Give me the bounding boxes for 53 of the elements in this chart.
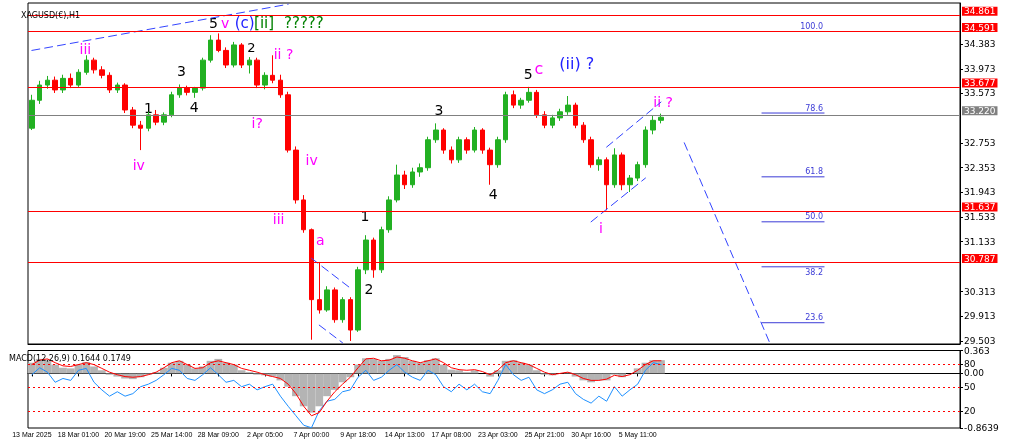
annotation: 61.8	[805, 167, 824, 177]
annotation: 50.0	[805, 212, 824, 222]
annotation: iii	[272, 211, 285, 227]
annotation: i	[599, 220, 603, 236]
annotation: 3	[434, 102, 444, 118]
ref-line-label: 33.220	[964, 105, 996, 116]
y-tick-label: 29.913	[964, 310, 996, 321]
y-tick-label: 31.133	[964, 236, 996, 247]
y-tick-label: -0.8639	[964, 423, 1000, 433]
ref-line-label: 34.861	[964, 6, 996, 17]
y2-tick-label: 50	[964, 382, 976, 393]
annotation: 2	[247, 39, 256, 55]
annotation: ii ?	[273, 46, 294, 62]
y-tick-label: 29.503	[964, 335, 996, 346]
annotation: 4	[488, 186, 498, 202]
ref-line-label: 34.591	[964, 22, 996, 33]
y-tick-label: 30.313	[964, 286, 996, 297]
ref-line-label: 30.787	[964, 253, 996, 264]
annotation: 5	[209, 15, 219, 31]
annotation: 4	[189, 99, 199, 115]
annotation: 5	[523, 66, 533, 82]
annotation: ?????	[283, 14, 324, 32]
y-tick-label: 31.943	[964, 187, 996, 198]
annotation: 23.6	[805, 313, 824, 323]
annotation: 2	[364, 281, 374, 297]
annotation: iv	[305, 152, 318, 168]
ref-line-label: 33.677	[964, 77, 996, 88]
y-tick-label: 32.753	[964, 138, 996, 149]
y2-tick-label: 80	[964, 358, 976, 369]
y-tick-label: 34.383	[964, 39, 996, 50]
annotation: 38.2	[805, 268, 824, 278]
y2-tick-label: 20	[964, 405, 976, 416]
annotation: iii	[79, 41, 92, 57]
annotation: c	[534, 58, 544, 78]
annotation: (ii) ?	[559, 53, 595, 73]
y-tick-label: 32.353	[964, 162, 996, 173]
y-tick-label: 31.533	[964, 212, 996, 223]
annotation: 100.0	[800, 22, 824, 32]
ref-line-label: 31.637	[964, 201, 996, 212]
y-tick-label: 0.363	[964, 345, 990, 356]
annotation: i?	[251, 115, 263, 131]
y-tick-label: 0.00	[964, 368, 985, 379]
y-tick-label: 33.973	[964, 64, 996, 75]
annotation: a	[316, 232, 325, 248]
annotation: v	[221, 15, 230, 31]
annotation: (c)	[234, 14, 255, 32]
annotation: 3	[177, 63, 186, 79]
annotation: ii ?	[653, 94, 673, 110]
annotation: [ii]	[254, 14, 275, 32]
annotation: iv	[132, 157, 145, 173]
annotation: 78.6	[805, 103, 824, 113]
y-tick-label: 33.573	[964, 88, 996, 99]
chart-title: MACD(12,26,9) 0.1644 0.1749	[9, 353, 131, 363]
